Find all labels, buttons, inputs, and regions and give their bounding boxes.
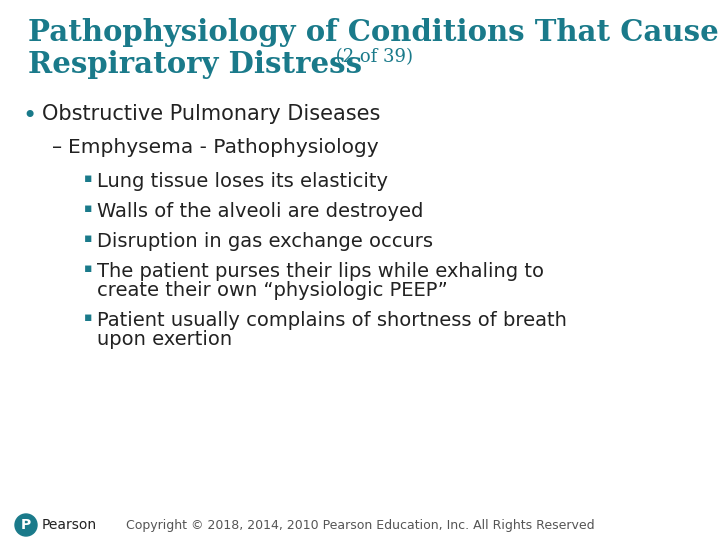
Text: ▪: ▪ xyxy=(84,202,92,215)
Text: Emphysema - Pathophysiology: Emphysema - Pathophysiology xyxy=(68,138,379,157)
Text: ▪: ▪ xyxy=(84,172,92,185)
Circle shape xyxy=(15,514,37,536)
Text: Copyright © 2018, 2014, 2010 Pearson Education, Inc. All Rights Reserved: Copyright © 2018, 2014, 2010 Pearson Edu… xyxy=(126,518,594,531)
Text: Respiratory Distress: Respiratory Distress xyxy=(28,50,362,79)
Text: Walls of the alveoli are destroyed: Walls of the alveoli are destroyed xyxy=(97,202,423,221)
Text: Lung tissue loses its elasticity: Lung tissue loses its elasticity xyxy=(97,172,388,191)
Text: ▪: ▪ xyxy=(84,311,92,324)
Text: –: – xyxy=(52,138,62,157)
Text: The patient purses their lips while exhaling to: The patient purses their lips while exha… xyxy=(97,262,544,281)
Text: Obstructive Pulmonary Diseases: Obstructive Pulmonary Diseases xyxy=(42,104,380,124)
Text: Disruption in gas exchange occurs: Disruption in gas exchange occurs xyxy=(97,232,433,251)
Text: •: • xyxy=(22,104,36,128)
Text: Pathophysiology of Conditions That Cause: Pathophysiology of Conditions That Cause xyxy=(28,18,719,47)
Text: upon exertion: upon exertion xyxy=(97,330,232,349)
Text: ▪: ▪ xyxy=(84,232,92,245)
Text: ▪: ▪ xyxy=(84,262,92,275)
Text: P: P xyxy=(21,518,31,532)
Text: Pearson: Pearson xyxy=(42,518,97,532)
Text: (2 of 39): (2 of 39) xyxy=(330,48,413,66)
Text: create their own “physiologic PEEP”: create their own “physiologic PEEP” xyxy=(97,281,448,300)
Text: Patient usually complains of shortness of breath: Patient usually complains of shortness o… xyxy=(97,311,567,330)
